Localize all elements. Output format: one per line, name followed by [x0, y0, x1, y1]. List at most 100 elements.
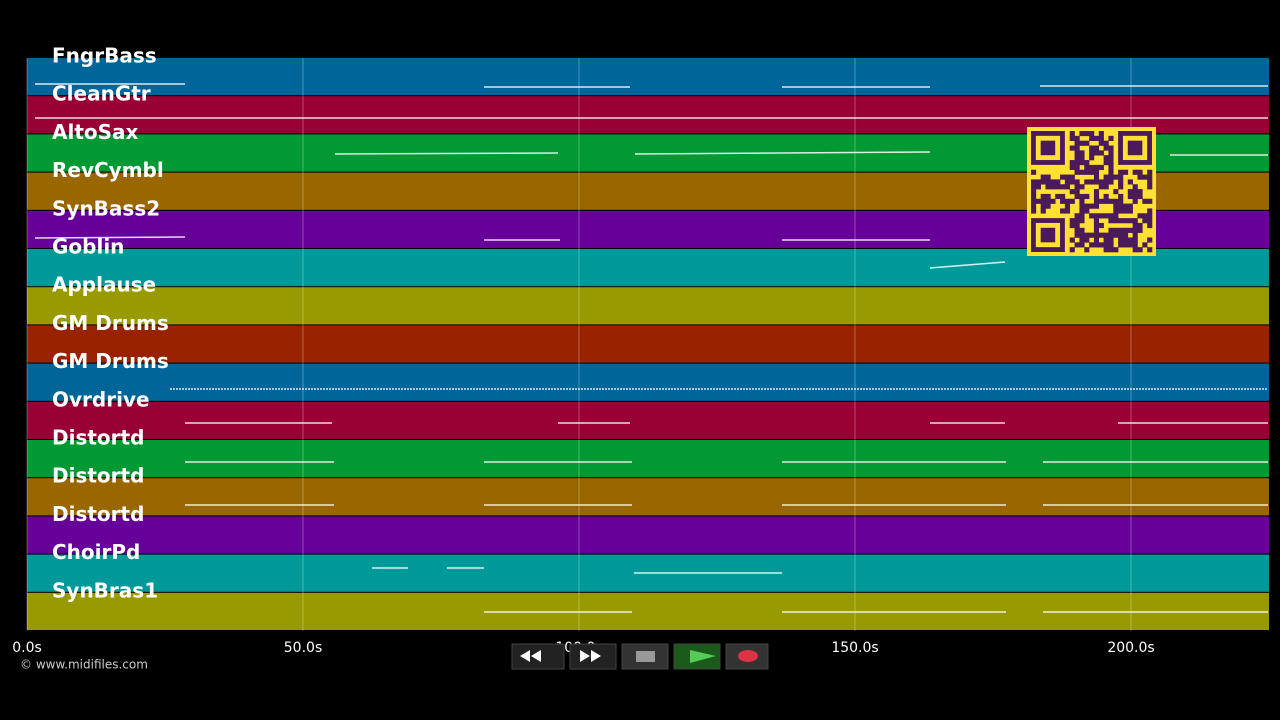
- track-row: [27, 325, 1269, 363]
- qr-module: [1132, 222, 1138, 229]
- qr-module: [1098, 131, 1104, 137]
- qr-module: [1118, 208, 1124, 214]
- qr-module: [1147, 169, 1153, 175]
- qr-module: [1093, 164, 1100, 171]
- qr-module: [1142, 242, 1148, 248]
- qr-module: [1127, 208, 1133, 214]
- qr-module: [1122, 242, 1129, 248]
- qr-module: [1108, 237, 1114, 243]
- qr-module: [1118, 198, 1124, 204]
- qr-module: [1089, 145, 1095, 151]
- qr-module: [1093, 150, 1100, 156]
- qr-module: [1098, 232, 1104, 238]
- qr-module: [1132, 242, 1138, 248]
- qr-module: [1074, 193, 1080, 200]
- qr-module: [1132, 198, 1138, 204]
- qr-module: [1108, 155, 1114, 161]
- qr-module: [1040, 208, 1046, 214]
- qr-module: [1118, 193, 1124, 200]
- qr-module: [1074, 135, 1080, 141]
- qr-module: [1045, 174, 1051, 180]
- track-row: [27, 478, 1269, 516]
- qr-module: [1060, 184, 1066, 190]
- qr-module: [1084, 193, 1090, 200]
- qr-module: [1093, 198, 1100, 204]
- track-name: RevCymbl: [52, 158, 164, 182]
- qr-module: [1031, 193, 1037, 200]
- qr-module: [1137, 169, 1143, 175]
- qr-module: [1113, 227, 1119, 233]
- qr-module: [1098, 135, 1104, 141]
- qr-module: [1069, 189, 1075, 195]
- qr-module: [1079, 169, 1085, 175]
- qr-module: [1113, 189, 1119, 195]
- qr-module: [1069, 222, 1075, 229]
- qr-module: [1064, 208, 1071, 214]
- qr-module: [1074, 213, 1080, 219]
- qr-module: [1113, 218, 1119, 224]
- qr-module: [1093, 237, 1100, 243]
- tick-label: 0.0s: [12, 640, 42, 656]
- qr-module: [1084, 237, 1090, 243]
- qr-module: [1127, 227, 1133, 233]
- qr-module: [1103, 179, 1109, 185]
- qr-module: [1084, 160, 1090, 166]
- qr-module: [1108, 135, 1114, 141]
- qr-module: [1074, 150, 1080, 156]
- qr-module: [1118, 174, 1124, 180]
- track-name: CleanGtr: [52, 82, 151, 106]
- qr-module: [1103, 155, 1109, 161]
- qr-module: [1108, 232, 1114, 238]
- rewind-button[interactable]: [511, 643, 565, 670]
- qr-module: [1079, 227, 1085, 233]
- qr-module: [1147, 247, 1153, 253]
- track-name: GM Drums: [52, 311, 169, 335]
- qr-module: [1093, 193, 1100, 200]
- play-button[interactable]: [673, 643, 721, 670]
- qr-module: [1127, 242, 1133, 248]
- qr-module: [1035, 179, 1041, 185]
- qr-module: [1132, 184, 1138, 190]
- qr-module: [1113, 232, 1119, 238]
- qr-module: [1069, 160, 1075, 166]
- qr-module: [1064, 184, 1071, 190]
- qr-module: [1079, 198, 1085, 204]
- qr-module: [1089, 169, 1095, 175]
- qr-module: [1060, 193, 1066, 200]
- qr-module: [1147, 237, 1153, 243]
- qr-module: [1137, 189, 1143, 195]
- qr-module: [1113, 203, 1119, 209]
- qr-module: [1103, 184, 1109, 190]
- qr-module: [1079, 193, 1085, 200]
- qr-module: [1031, 189, 1037, 195]
- qr-module: [1093, 213, 1100, 219]
- qr-module: [1118, 227, 1124, 233]
- qr-module: [1118, 179, 1124, 185]
- qr-module: [1069, 237, 1075, 243]
- qr-module: [1122, 218, 1129, 224]
- qr-module: [1108, 160, 1114, 166]
- track-row: [27, 516, 1269, 554]
- qr-module: [1137, 174, 1143, 180]
- record-button[interactable]: [725, 643, 769, 670]
- qr-module: [1074, 145, 1080, 151]
- qr-module: [1074, 164, 1080, 171]
- qr-module: [1122, 203, 1129, 209]
- qr-module: [1108, 218, 1114, 224]
- qr-module: [1127, 203, 1133, 209]
- qr-module: [1147, 213, 1153, 219]
- qr-module: [1132, 227, 1138, 233]
- qr-module: [1074, 160, 1080, 166]
- qr-module: [1040, 193, 1046, 200]
- fast-forward-button[interactable]: [569, 643, 617, 670]
- track-name: Distortd: [52, 426, 144, 450]
- qr-module: [1031, 184, 1037, 190]
- qr-module: [1064, 179, 1071, 185]
- qr-module: [1108, 242, 1114, 248]
- stop-button[interactable]: [621, 643, 669, 670]
- track-name: Distortd: [52, 502, 144, 526]
- qr-module: [1079, 150, 1085, 156]
- qr-module: [1040, 174, 1046, 180]
- qr-module: [1098, 222, 1104, 229]
- qr-module: [1093, 222, 1100, 229]
